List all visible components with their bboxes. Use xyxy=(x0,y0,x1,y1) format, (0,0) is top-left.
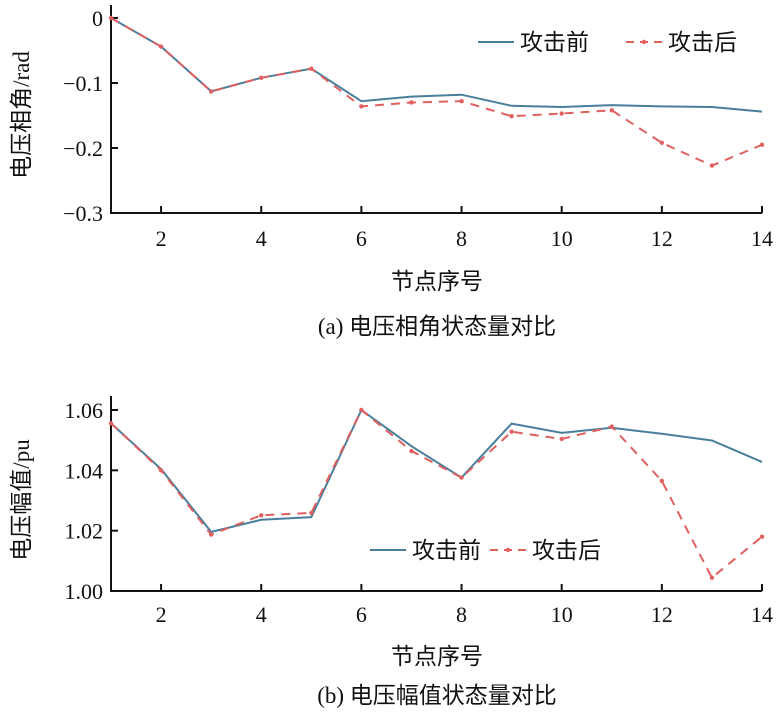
y-tick-label: 1.04 xyxy=(65,458,104,483)
data-point xyxy=(459,99,464,104)
legend-label: 攻击后 xyxy=(532,538,601,563)
series-line-before-attack xyxy=(110,17,763,113)
series-line-before-attack xyxy=(110,408,763,534)
data-point xyxy=(509,113,514,119)
axes xyxy=(110,5,762,214)
x-axis-label: 节点序号 xyxy=(391,644,483,669)
data-point xyxy=(709,163,715,168)
data-point xyxy=(459,475,464,480)
series-line-after-attack xyxy=(110,408,763,580)
data-point xyxy=(559,436,564,442)
x-tick-label: 10 xyxy=(551,226,573,251)
data-point xyxy=(108,15,114,21)
legend-marker xyxy=(505,547,511,553)
data-point xyxy=(309,66,314,71)
x-tick-label: 14 xyxy=(751,602,773,627)
data-point xyxy=(659,478,665,484)
x-tick-label: 2 xyxy=(156,602,167,627)
data-point xyxy=(409,100,414,105)
data-point xyxy=(359,104,364,109)
x-tick-label: 10 xyxy=(551,602,573,627)
y-tick-label: −0.2 xyxy=(63,136,103,161)
legend-label: 攻击前 xyxy=(520,30,589,55)
x-tick-label: 8 xyxy=(456,226,467,251)
x-tick-label: 8 xyxy=(456,602,467,627)
y-tick-label: 1.02 xyxy=(65,519,104,544)
data-point xyxy=(208,532,214,537)
data-point xyxy=(509,429,514,434)
data-point xyxy=(158,468,164,473)
x-tick-label: 4 xyxy=(256,226,267,251)
data-point xyxy=(359,407,364,413)
data-point xyxy=(409,448,414,454)
y-tick-label: 0 xyxy=(92,6,103,31)
chart-voltage-angle: 节点序号 (a) 电压相角状态量对比 电压相角/rad 2 4 6 8 10 12 14 0 −… xyxy=(9,5,773,339)
chart-caption: (a) 电压相角状态量对比 xyxy=(318,314,556,339)
chart-caption: (b) 电压幅值状态量对比 xyxy=(317,683,557,708)
series-line-after-attack xyxy=(110,17,763,167)
y-tick-label: 1.06 xyxy=(65,398,104,423)
x-tick-label: 2 xyxy=(156,226,167,251)
data-point xyxy=(108,421,114,426)
data-point xyxy=(559,111,564,116)
legend-label: 攻击后 xyxy=(668,30,737,55)
y-tick-label: 1.00 xyxy=(65,579,104,604)
y-tick-label: −0.1 xyxy=(63,71,103,96)
x-tick-label: 6 xyxy=(356,602,367,627)
chart-voltage-magnitude: 节点序号 (b) 电压幅值状态量对比 电压幅值/pu 2 4 6 8 10 12 14 1.0… xyxy=(9,396,773,708)
legend-label: 攻击前 xyxy=(412,538,481,563)
data-point xyxy=(208,89,214,94)
y-axis-label: 电压相角/rad xyxy=(9,51,34,179)
x-tick-label: 6 xyxy=(356,226,367,251)
data-point xyxy=(158,44,164,49)
data-point xyxy=(309,510,314,516)
x-axis-label: 节点序号 xyxy=(391,269,483,294)
y-axis-label: 电压幅值/pu xyxy=(9,439,34,561)
data-point xyxy=(259,513,264,518)
data-point xyxy=(259,75,264,81)
y-tick-label: −0.3 xyxy=(63,201,103,226)
data-point xyxy=(609,108,614,113)
x-tick-label: 12 xyxy=(651,602,673,627)
data-point xyxy=(659,140,665,145)
x-tick-label: 4 xyxy=(256,602,267,627)
data-point xyxy=(609,424,614,429)
legend-marker xyxy=(641,39,647,45)
data-point xyxy=(759,142,765,147)
x-tick-label: 12 xyxy=(651,226,673,251)
x-tick-label: 14 xyxy=(751,226,773,251)
data-point xyxy=(709,575,715,580)
data-point xyxy=(759,534,765,539)
